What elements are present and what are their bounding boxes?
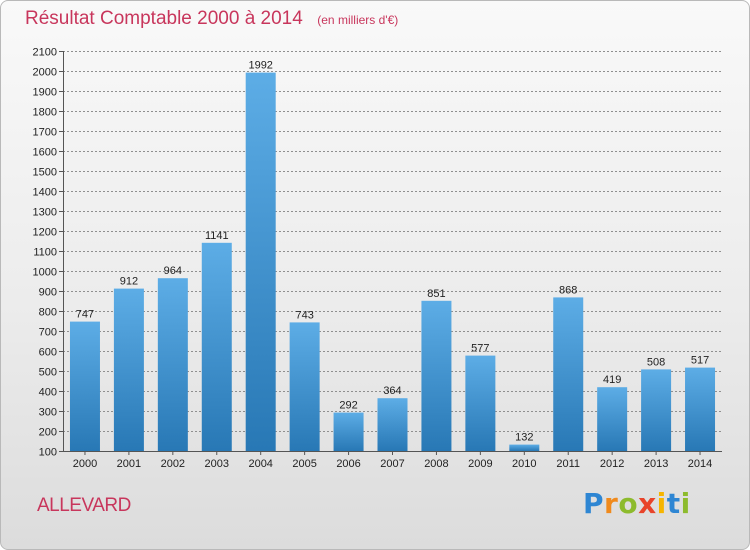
chart-title: Résultat Comptable 2000 à 2014 (en milli… bbox=[25, 8, 398, 30]
bar-2002 bbox=[157, 278, 188, 451]
chart-title-text: Résultat Comptable 2000 à 2014 bbox=[25, 8, 303, 29]
x-tick-label: 2014 bbox=[688, 458, 712, 470]
x-tick-label: 2009 bbox=[468, 458, 492, 470]
data-label-2010: 132 bbox=[515, 432, 533, 444]
y-tick-label: 2100 bbox=[33, 47, 57, 59]
x-tick-label: 2003 bbox=[205, 458, 229, 470]
bar-2010 bbox=[509, 444, 540, 451]
data-label-2001: 912 bbox=[120, 276, 138, 288]
bar-2014 bbox=[685, 367, 716, 451]
x-tick-label: 2005 bbox=[292, 458, 316, 470]
bar-2012 bbox=[597, 387, 628, 451]
logo-letter: r bbox=[604, 487, 619, 520]
bars bbox=[69, 72, 716, 451]
x-tick-label: 2010 bbox=[512, 458, 536, 470]
data-label-2012: 419 bbox=[603, 374, 621, 386]
bar-2007 bbox=[377, 398, 408, 451]
chart-unit: (en milliers d'€) bbox=[317, 13, 399, 27]
data-label-2004: 1992 bbox=[248, 60, 272, 72]
data-label-2009: 577 bbox=[471, 343, 489, 355]
axes: 100 200 300 400 500 600 700 800 900 1000 1100 1200 1… bbox=[33, 47, 722, 470]
bar-2009 bbox=[465, 355, 496, 451]
logo-letter: P bbox=[583, 487, 605, 520]
proxiti-logo: Proxiti bbox=[583, 487, 691, 520]
y-tick-label: 1400 bbox=[33, 187, 57, 199]
y-tick-label: 200 bbox=[39, 427, 57, 439]
y-tick-label: 1200 bbox=[33, 227, 57, 239]
x-tick-label: 2006 bbox=[336, 458, 360, 470]
logo-letter: x bbox=[638, 487, 657, 520]
data-label-2008: 851 bbox=[427, 288, 445, 300]
y-tick-label: 1100 bbox=[33, 247, 57, 259]
bar-2003 bbox=[201, 242, 232, 451]
x-tick-label: 2012 bbox=[600, 458, 624, 470]
data-label-2007: 364 bbox=[383, 385, 401, 397]
y-tick-label: 1000 bbox=[33, 267, 57, 279]
bar-2004 bbox=[245, 72, 276, 451]
y-tick-label: 300 bbox=[39, 407, 57, 419]
y-tick-label: 800 bbox=[39, 307, 57, 319]
y-tick-label: 2000 bbox=[33, 67, 57, 79]
y-tick-label: 1700 bbox=[33, 127, 57, 139]
data-label-2002: 964 bbox=[164, 265, 182, 277]
y-tick-label: 100 bbox=[39, 447, 57, 459]
logo-letter: t bbox=[666, 487, 681, 520]
y-tick-label: 1900 bbox=[33, 87, 57, 99]
logo-letter: i bbox=[656, 487, 667, 520]
bar-2013 bbox=[641, 369, 672, 451]
y-tick-label: 1500 bbox=[33, 167, 57, 179]
y-tick-label: 1300 bbox=[33, 207, 57, 219]
data-label-2014: 517 bbox=[691, 355, 709, 367]
logo-letter: o bbox=[618, 487, 639, 520]
data-label-2011: 868 bbox=[559, 284, 577, 296]
x-tick-label: 2002 bbox=[161, 458, 185, 470]
x-tick-label: 2007 bbox=[380, 458, 404, 470]
bar-2011 bbox=[553, 297, 584, 451]
y-tick-label: 600 bbox=[39, 347, 57, 359]
y-tick-label: 500 bbox=[39, 367, 57, 379]
bar-2005 bbox=[289, 322, 320, 451]
data-label-2006: 292 bbox=[339, 400, 357, 412]
data-label-2005: 743 bbox=[295, 309, 313, 321]
y-tick-label: 1600 bbox=[33, 147, 57, 159]
labels: 747 912 964 1141 1992 743 292 364 851 577 132 868 41… bbox=[76, 60, 709, 444]
x-tick-label: 2011 bbox=[556, 458, 580, 470]
x-tick-label: 2013 bbox=[644, 458, 668, 470]
x-tick-label: 2000 bbox=[73, 458, 97, 470]
y-tick-label: 700 bbox=[39, 327, 57, 339]
bar-2000 bbox=[69, 321, 100, 451]
town-name: ALLEVARD bbox=[37, 495, 131, 516]
data-label-2013: 508 bbox=[647, 356, 665, 368]
bar-2006 bbox=[333, 412, 364, 451]
x-tick-label: 2001 bbox=[117, 458, 141, 470]
y-tick-label: 1800 bbox=[33, 107, 57, 119]
data-label-2003: 1141 bbox=[205, 230, 229, 242]
logo-letter: i bbox=[680, 487, 691, 520]
x-tick-label: 2008 bbox=[424, 458, 448, 470]
y-tick-label: 900 bbox=[39, 287, 57, 299]
y-tick-label: 400 bbox=[39, 387, 57, 399]
x-tick-label: 2004 bbox=[248, 458, 272, 470]
bar-2008 bbox=[421, 300, 452, 451]
data-label-2000: 747 bbox=[76, 309, 94, 321]
bar-2001 bbox=[113, 288, 144, 451]
